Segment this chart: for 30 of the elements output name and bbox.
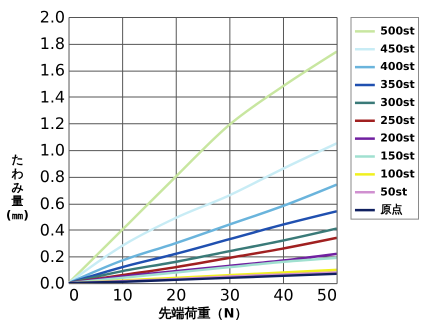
x-tick-label: 30 [220, 286, 240, 305]
y-axis-title: たわみ量(㎜) [6, 152, 29, 222]
legend-label: 100st [380, 167, 415, 180]
y-tick-label: 0.6 [40, 194, 66, 213]
legend-label: 450st [380, 42, 415, 56]
legend-label: 200st [380, 132, 415, 145]
x-tick-label: 10 [112, 286, 133, 305]
legend-label: 原点 [379, 203, 402, 216]
legend-label: 400st [380, 60, 415, 74]
x-tick-label: 40 [273, 286, 294, 305]
y-tick-label: 1.6 [40, 60, 66, 80]
legend-label: 500st [380, 24, 415, 38]
x-tick-label: 0 [69, 286, 80, 305]
legend-label: 150st [380, 150, 415, 163]
y-tick-label: 0.0 [40, 274, 66, 293]
legend-label: 350st [380, 78, 415, 92]
y-tick-label: 1.2 [40, 114, 66, 133]
x-tick-label: 20 [166, 286, 186, 305]
legend-label: 50st [380, 185, 408, 198]
legend-label: 300st [380, 96, 415, 109]
y-tick-label: 1.4 [40, 87, 66, 106]
y-tick-label: 1.8 [40, 34, 66, 54]
y-tick-label: 1.0 [40, 140, 66, 160]
y-tick-label: 0.8 [40, 167, 66, 186]
legend-label: 250st [380, 114, 415, 127]
y-tick-label: 0.4 [40, 220, 66, 240]
x-tick-label: 50 [316, 286, 338, 305]
x-axis-title: 先端荷重（N） [158, 305, 248, 322]
y-tick-label: 2.0 [40, 7, 66, 26]
y-tick-label: 0.2 [40, 246, 66, 266]
